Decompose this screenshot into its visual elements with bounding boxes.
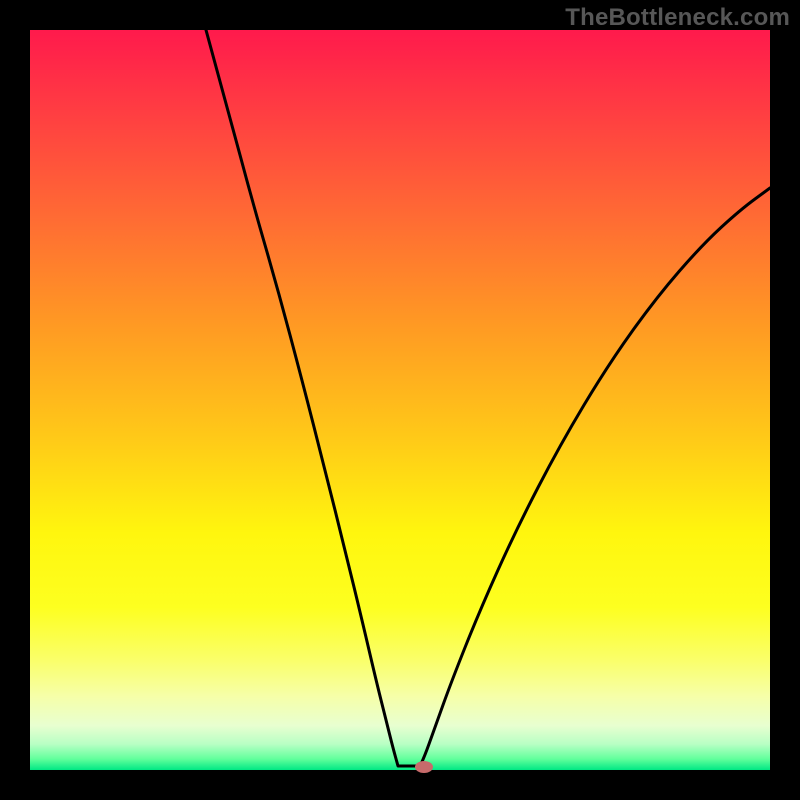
- bottleneck-chart: TheBottleneck.com: [0, 0, 800, 800]
- plot-area: [30, 30, 770, 770]
- chart-svg: [0, 0, 800, 800]
- optimal-point-marker: [415, 761, 433, 773]
- watermark-text: TheBottleneck.com: [565, 4, 790, 32]
